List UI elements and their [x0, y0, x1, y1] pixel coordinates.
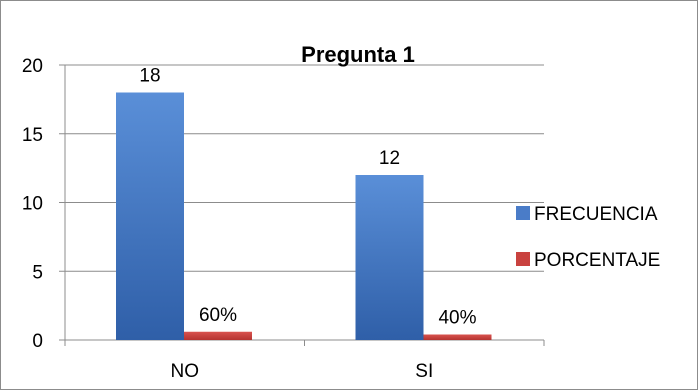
y-tick-label: 10 [22, 194, 43, 215]
y-tick-label: 0 [32, 331, 43, 352]
axes: 0 5 10 15 20 NO SI [22, 56, 545, 382]
legend-label: FRECUENCIA [534, 204, 658, 225]
legend: FRECUENCIA PORCENTAJE [516, 204, 660, 271]
bar-porcentaje [423, 334, 492, 340]
data-label: 18 [139, 66, 160, 87]
bar-frecuencia [355, 175, 424, 340]
bar-porcentaje [184, 331, 252, 340]
legend-swatch [516, 206, 530, 220]
chart-title: Pregunta 1 [301, 42, 415, 67]
data-label: 12 [379, 148, 400, 169]
data-label: 40% [438, 308, 476, 329]
x-category-label: SI [415, 361, 433, 382]
legend-swatch [516, 252, 530, 266]
x-category-label: NO [171, 361, 200, 382]
legend-label: PORCENTAJE [534, 250, 660, 271]
y-tick-label: 15 [22, 125, 43, 146]
bars [116, 92, 492, 340]
data-labels: 18 60% 12 40% [139, 66, 476, 329]
bar-frecuencia [116, 92, 184, 340]
y-tick-label: 5 [32, 262, 43, 283]
data-label: 60% [199, 305, 237, 326]
y-tick-label: 20 [22, 56, 43, 77]
